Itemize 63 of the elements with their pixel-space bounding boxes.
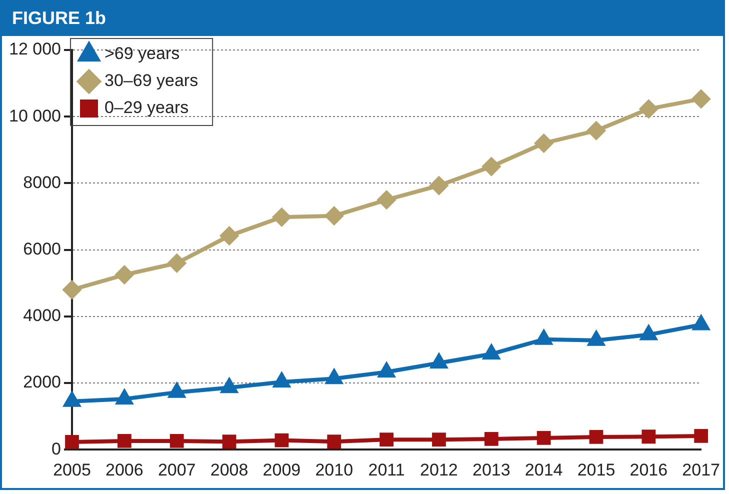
point [325,206,344,225]
point [274,373,290,388]
x-tick-label: 2011 [368,460,405,480]
legend-label: 0–29 years [104,98,189,118]
point [693,316,710,330]
x-tick-label: 2010 [315,460,354,480]
x-tick-label: 2005 [53,460,91,480]
x-tick-label: 2016 [630,460,668,480]
point [588,331,604,346]
x-tick-label: 2008 [210,460,248,480]
point [62,280,81,299]
x-tick-label: 2012 [420,460,458,480]
point [326,370,342,384]
point [642,430,656,444]
point [274,433,289,448]
x-tick-label: 2007 [158,460,196,480]
x-tick-label: 2009 [262,460,301,480]
y-tick-label: 12 000 [8,40,61,59]
x-tick-label: 2013 [472,460,510,480]
y-tick-label: 6000 [23,239,61,258]
point [65,434,79,449]
point [115,266,134,284]
point [168,254,186,272]
point [432,432,446,447]
point [116,390,132,404]
point [640,100,658,118]
point [482,158,500,176]
x-tick-label: 2017 [682,460,720,480]
point [536,430,551,445]
y-tick-label: 0 [52,439,61,458]
legend-label: >69 years [104,44,180,64]
point [694,429,708,443]
point [170,434,184,448]
point [534,134,553,152]
y-tick-label: 4000 [23,306,61,326]
chart-title: FIGURE 1b [2,2,723,36]
point [378,190,396,209]
y-tick-label: 2000 [23,372,61,392]
y-tick-label: 8000 [23,172,61,192]
point [220,226,238,245]
point [327,434,342,449]
point [536,330,552,345]
x-tick-label: 2014 [524,460,563,480]
point [378,363,395,378]
y-tick-label: 10 000 [8,106,61,126]
point [640,326,657,340]
point [221,378,238,394]
point [222,434,236,449]
point [430,354,448,369]
point [168,383,185,398]
point [589,430,604,444]
point [484,432,498,446]
point [483,345,500,360]
legend-label: 30–69 years [104,71,198,90]
point [430,176,448,195]
point [587,122,606,140]
point [692,90,710,108]
point [272,208,291,226]
point [117,434,132,448]
x-tick-label: 2015 [577,460,616,480]
point [64,392,80,407]
point [380,432,394,447]
x-tick-label: 2006 [106,460,144,480]
